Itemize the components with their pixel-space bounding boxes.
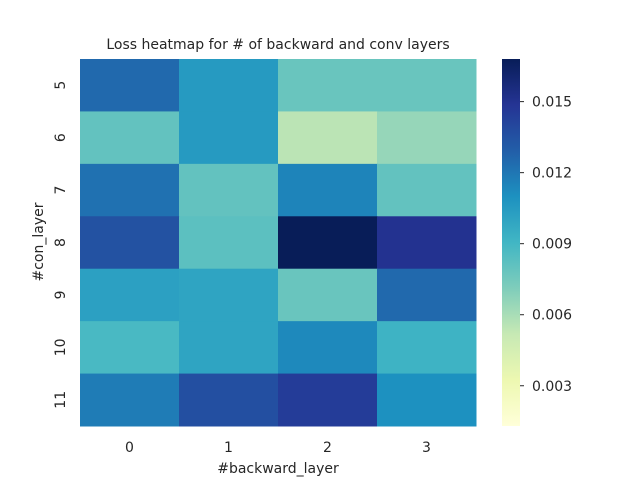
heatmap-cell-9-0 — [80, 268, 180, 322]
y-axis-label: #con_layer — [31, 202, 47, 281]
heatmap-cell-7-0 — [80, 163, 180, 217]
y-tick-label: 10 — [53, 338, 69, 356]
heatmap-cell-7-3 — [377, 163, 477, 217]
y-tick-label: 6 — [53, 133, 69, 142]
colorbar-tick-label: 0.012 — [532, 166, 572, 182]
chart-title: Loss heatmap for # of backward and conv … — [106, 37, 449, 53]
colorbar-tick-label: 0.003 — [532, 379, 572, 395]
heatmap-cell-10-3 — [377, 321, 477, 375]
x-tick-label: 1 — [224, 440, 233, 456]
x-axis-label: #backward_layer — [217, 461, 339, 477]
heatmap-cell-11-3 — [377, 373, 477, 427]
heatmap-cell-8-1 — [179, 216, 279, 270]
y-tick-label: 9 — [53, 290, 69, 299]
heatmap-cell-10-1 — [179, 321, 279, 375]
x-tick-labels: 0 1 2 3 — [125, 440, 431, 456]
colorbar-tick-labels: 0.003 0.006 0.009 0.012 0.015 — [520, 95, 572, 395]
heatmap-cell-9-2 — [278, 268, 378, 322]
heatmap-cell-8-2 — [278, 216, 378, 270]
heatmap-cell-5-2 — [278, 59, 378, 112]
heatmap-cell-11-1 — [179, 373, 279, 427]
heatmap-cell-9-1 — [179, 268, 279, 322]
heatmap-cell-6-1 — [179, 111, 279, 165]
y-tick-label: 5 — [53, 81, 69, 90]
colorbar-tick-label: 0.015 — [532, 95, 572, 111]
heatmap-cell-10-0 — [80, 321, 180, 375]
y-tick-label: 7 — [53, 186, 69, 195]
heatmap-cells — [80, 59, 477, 427]
y-tick-labels: 5 6 7 8 9 10 11 — [53, 81, 69, 409]
heatmap-cell-6-2 — [278, 111, 378, 165]
heatmap-cell-5-1 — [179, 59, 279, 112]
y-tick-label: 11 — [53, 391, 69, 409]
x-tick-label: 2 — [323, 440, 332, 456]
heatmap-cell-7-2 — [278, 163, 378, 217]
heatmap-cell-6-3 — [377, 111, 477, 165]
x-tick-label: 3 — [422, 440, 431, 456]
heatmap-cell-5-0 — [80, 59, 180, 112]
heatmap-cell-10-2 — [278, 321, 378, 375]
heatmap-cell-9-3 — [377, 268, 477, 322]
heatmap-cell-11-0 — [80, 373, 180, 427]
heatmap-cell-7-1 — [179, 163, 279, 217]
colorbar — [502, 59, 520, 426]
heatmap-cell-11-2 — [278, 373, 378, 427]
colorbar-tick-label: 0.006 — [532, 308, 572, 324]
heatmap-cell-5-3 — [377, 59, 477, 112]
x-tick-label: 0 — [125, 440, 134, 456]
heatmap-cell-8-3 — [377, 216, 477, 270]
y-tick-label: 8 — [53, 238, 69, 247]
heatmap-cell-6-0 — [80, 111, 180, 165]
colorbar-tick-label: 0.009 — [532, 237, 572, 253]
heatmap-cell-8-0 — [80, 216, 180, 270]
